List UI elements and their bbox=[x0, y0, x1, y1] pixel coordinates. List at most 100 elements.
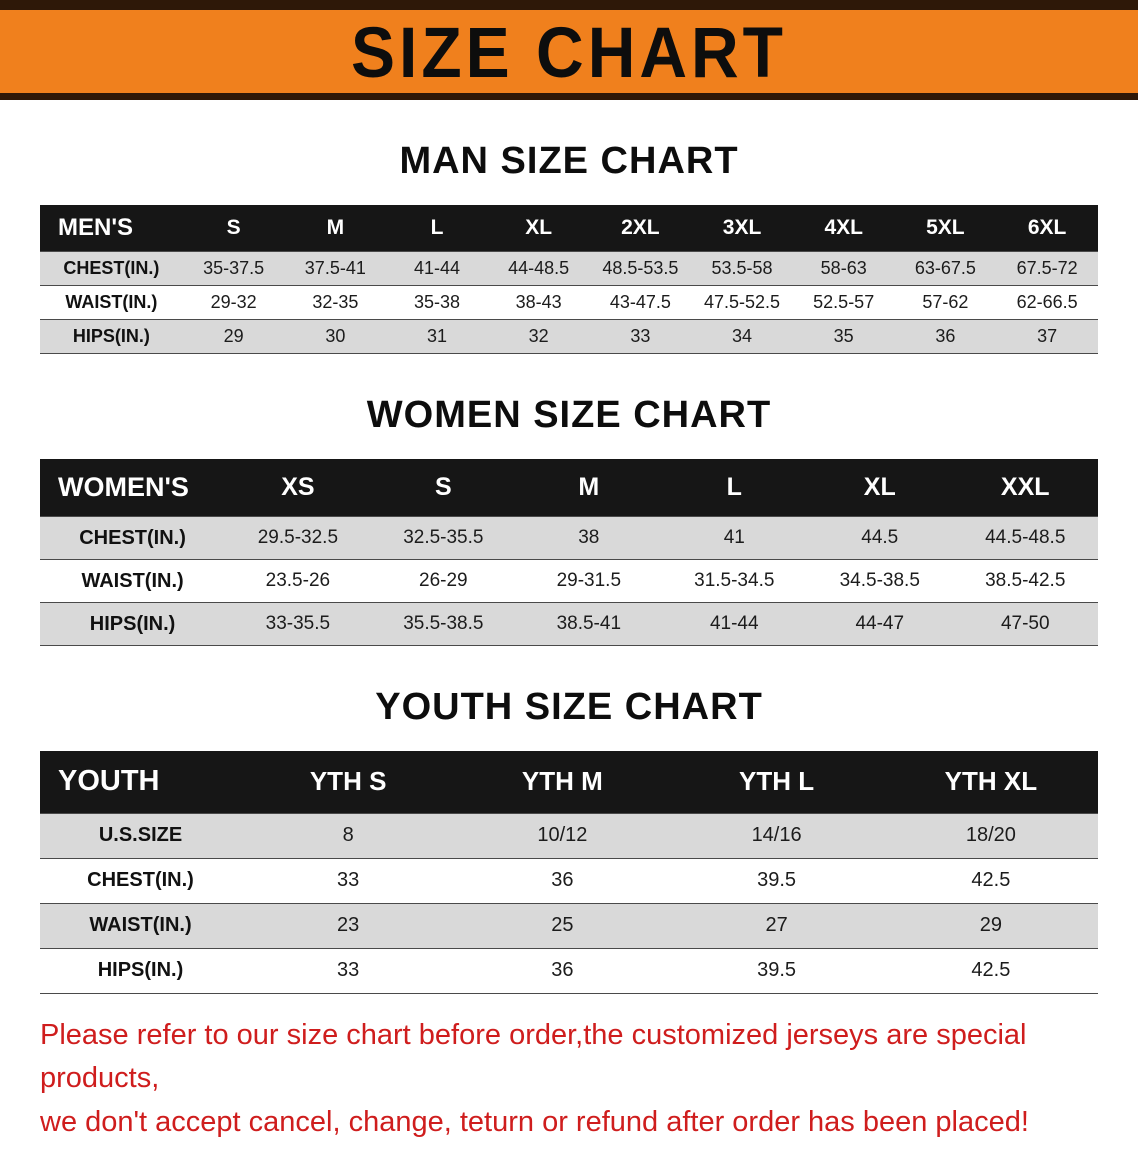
size-value: 36 bbox=[895, 319, 997, 353]
size-value: 33-35.5 bbox=[225, 603, 370, 646]
women-size-chart-heading: WOMEN SIZE CHART bbox=[40, 394, 1098, 437]
column-header: XL bbox=[807, 459, 952, 517]
banner-title: SIZE CHART bbox=[351, 10, 787, 92]
size-value: 41-44 bbox=[386, 251, 488, 285]
notice-line-2: we don't accept cancel, change, teturn o… bbox=[40, 1101, 1098, 1145]
size-value: 26-29 bbox=[371, 560, 516, 603]
size-value: 33 bbox=[241, 858, 455, 903]
size-value: 48.5-53.5 bbox=[590, 251, 692, 285]
column-header: YTH L bbox=[669, 751, 883, 813]
size-value: 39.5 bbox=[669, 948, 883, 993]
size-value: 44-48.5 bbox=[488, 251, 590, 285]
size-value: 62-66.5 bbox=[996, 285, 1098, 319]
size-value: 47-50 bbox=[952, 603, 1098, 646]
youth-size-chart-heading: YOUTH SIZE CHART bbox=[40, 686, 1098, 729]
size-value: 42.5 bbox=[884, 858, 1098, 903]
table-title-cell: MEN'S bbox=[40, 205, 183, 251]
size-value: 35-38 bbox=[386, 285, 488, 319]
column-header: M bbox=[516, 459, 661, 517]
column-header: XS bbox=[225, 459, 370, 517]
column-header: S bbox=[183, 205, 285, 251]
column-header: YTH S bbox=[241, 751, 455, 813]
size-value: 29-32 bbox=[183, 285, 285, 319]
size-value: 31.5-34.5 bbox=[662, 560, 807, 603]
row-label: CHEST(IN.) bbox=[40, 517, 225, 560]
size-value: 34 bbox=[691, 319, 793, 353]
size-value: 43-47.5 bbox=[590, 285, 692, 319]
column-header: XL bbox=[488, 205, 590, 251]
row-label: CHEST(IN.) bbox=[40, 251, 183, 285]
size-value: 29-31.5 bbox=[516, 560, 661, 603]
size-value: 37.5-41 bbox=[285, 251, 387, 285]
size-value: 10/12 bbox=[455, 813, 669, 858]
row-label: HIPS(IN.) bbox=[40, 948, 241, 993]
column-header: 4XL bbox=[793, 205, 895, 251]
size-value: 44-47 bbox=[807, 603, 952, 646]
size-value: 18/20 bbox=[884, 813, 1098, 858]
table-title-cell: WOMEN'S bbox=[40, 459, 225, 517]
size-value: 41-44 bbox=[662, 603, 807, 646]
size-value: 32-35 bbox=[285, 285, 387, 319]
size-value: 38.5-42.5 bbox=[952, 560, 1098, 603]
size-value: 63-67.5 bbox=[895, 251, 997, 285]
size-value: 8 bbox=[241, 813, 455, 858]
size-value: 32.5-35.5 bbox=[371, 517, 516, 560]
size-value: 42.5 bbox=[884, 948, 1098, 993]
column-header: S bbox=[371, 459, 516, 517]
size-value: 30 bbox=[285, 319, 387, 353]
size-value: 58-63 bbox=[793, 251, 895, 285]
size-value: 29 bbox=[884, 903, 1098, 948]
size-value: 38 bbox=[516, 517, 661, 560]
size-value: 27 bbox=[669, 903, 883, 948]
row-label: U.S.SIZE bbox=[40, 813, 241, 858]
row-label: WAIST(IN.) bbox=[40, 560, 225, 603]
size-value: 25 bbox=[455, 903, 669, 948]
size-value: 67.5-72 bbox=[996, 251, 1098, 285]
size-value: 35-37.5 bbox=[183, 251, 285, 285]
size-value: 47.5-52.5 bbox=[691, 285, 793, 319]
banner: SIZE CHART bbox=[0, 0, 1138, 100]
row-label: WAIST(IN.) bbox=[40, 285, 183, 319]
column-header: 2XL bbox=[590, 205, 692, 251]
size-value: 52.5-57 bbox=[793, 285, 895, 319]
size-value: 35.5-38.5 bbox=[371, 603, 516, 646]
size-value: 57-62 bbox=[895, 285, 997, 319]
size-value: 36 bbox=[455, 858, 669, 903]
size-value: 31 bbox=[386, 319, 488, 353]
column-header: 3XL bbox=[691, 205, 793, 251]
row-label: HIPS(IN.) bbox=[40, 319, 183, 353]
notice-line-1: Please refer to our size chart before or… bbox=[40, 1014, 1098, 1101]
size-value: 23 bbox=[241, 903, 455, 948]
size-value: 41 bbox=[662, 517, 807, 560]
size-value: 38-43 bbox=[488, 285, 590, 319]
size-value: 37 bbox=[996, 319, 1098, 353]
row-label: HIPS(IN.) bbox=[40, 603, 225, 646]
row-label: CHEST(IN.) bbox=[40, 858, 241, 903]
size-value: 38.5-41 bbox=[516, 603, 661, 646]
size-value: 33 bbox=[590, 319, 692, 353]
column-header: YTH M bbox=[455, 751, 669, 813]
column-header: XXL bbox=[952, 459, 1098, 517]
size-value: 29 bbox=[183, 319, 285, 353]
size-value: 53.5-58 bbox=[691, 251, 793, 285]
size-value: 33 bbox=[241, 948, 455, 993]
column-header: YTH XL bbox=[884, 751, 1098, 813]
men-size-chart-heading: MAN SIZE CHART bbox=[40, 140, 1098, 183]
column-header: 5XL bbox=[895, 205, 997, 251]
